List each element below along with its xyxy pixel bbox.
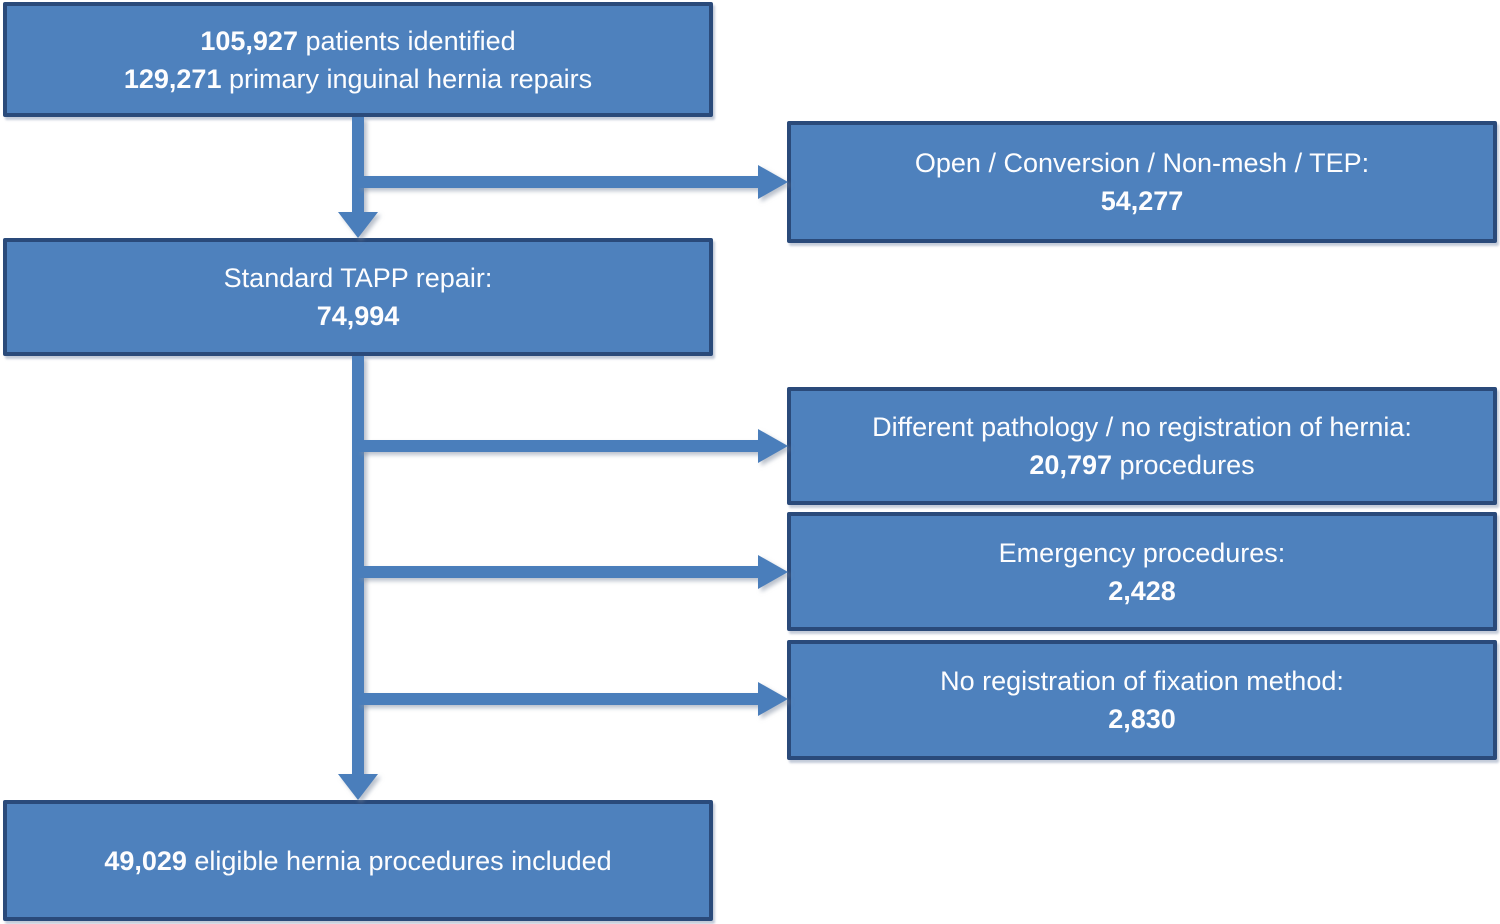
included-count: 49,029 <box>104 845 187 876</box>
identified-label: patients identified <box>297 25 516 56</box>
excluded-fixation-count: 2,830 <box>1108 704 1176 734</box>
arrow-shaft <box>358 440 758 452</box>
node-included: 49,029 eligible hernia procedures includ… <box>3 800 713 921</box>
excluded-emergency-count: 2,428 <box>1108 575 1176 606</box>
arrowhead-down-icon <box>338 774 378 800</box>
arrowhead-right-icon <box>758 429 788 463</box>
node-standard-tapp-repair: Standard TAPP repair: 74,994 <box>3 238 713 356</box>
repairs-label: primary inguinal hernia repairs <box>221 63 593 94</box>
node-included-line: 49,029 eligible hernia procedures includ… <box>104 842 611 880</box>
arrow-shaft <box>358 176 758 188</box>
node-excluded-no-fixation: No registration of fixation method: 2,83… <box>787 640 1497 760</box>
node-excluded-open-conversion: Open / Conversion / Non-mesh / TEP: 54,2… <box>787 121 1497 243</box>
tapp-count: 74,994 <box>316 301 400 331</box>
arrowhead-right-icon <box>758 682 788 716</box>
identified-count: 105,927 <box>200 25 298 56</box>
included-label: eligible hernia procedures included <box>186 845 612 876</box>
node-excluded-emergency: Emergency procedures: 2,428 <box>787 512 1497 631</box>
arrowhead-right-icon <box>758 165 788 199</box>
node-patients-identified-line2: 129,271 primary inguinal hernia repairs <box>124 60 592 98</box>
arrowhead-right-icon <box>758 555 788 589</box>
arrow-shaft <box>358 566 758 578</box>
arrow-shaft <box>358 693 758 705</box>
excluded-pathology-count: 20,797 <box>1029 450 1112 480</box>
excluded-open-label: Open / Conversion / Non-mesh / TEP: <box>914 148 1370 178</box>
node-patients-identified: 105,927 patients identified 129,271 prim… <box>3 2 713 117</box>
excluded-fixation-label: No registration of fixation method: <box>940 666 1344 696</box>
arrow-shaft <box>352 117 364 213</box>
tapp-label: Standard TAPP repair: <box>223 263 493 293</box>
excluded-open-count: 54,277 <box>1100 186 1184 216</box>
excluded-pathology-suffix: procedures <box>1112 450 1255 480</box>
arrowhead-down-icon <box>338 212 378 238</box>
node-patients-identified-line1: 105,927 patients identified <box>200 22 515 60</box>
excluded-pathology-line2: 20,797 procedures <box>1029 446 1254 484</box>
node-excluded-different-pathology: Different pathology / no registration of… <box>787 387 1497 505</box>
excluded-emergency-label: Emergency procedures: <box>998 537 1286 568</box>
excluded-pathology-label: Different pathology / no registration of… <box>872 412 1412 442</box>
repairs-count: 129,271 <box>123 63 222 94</box>
